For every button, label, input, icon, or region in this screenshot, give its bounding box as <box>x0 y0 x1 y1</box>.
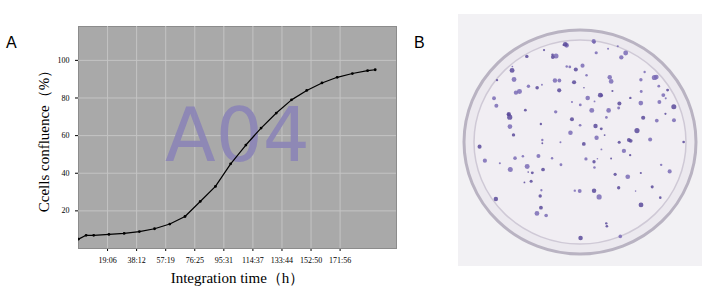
svg-text:171:56: 171:56 <box>329 256 351 265</box>
svg-text:133:44: 133:44 <box>271 256 293 265</box>
svg-text:152:50: 152:50 <box>300 256 322 265</box>
svg-text:100: 100 <box>58 56 70 65</box>
svg-text:114:37: 114:37 <box>242 256 264 265</box>
svg-text:95:31: 95:31 <box>215 256 233 265</box>
svg-text:57:19: 57:19 <box>157 256 175 265</box>
html-text:B: B <box>414 34 425 51</box>
svg-text:19:06: 19:06 <box>98 256 116 265</box>
svg-text:38:12: 38:12 <box>128 256 146 265</box>
html-text:A: A <box>6 34 17 51</box>
svg-text:60: 60 <box>62 131 70 140</box>
svg-text:Integration time（h）: Integration time（h） <box>171 270 305 286</box>
svg-text:20: 20 <box>62 206 70 215</box>
svg-text:40: 40 <box>62 169 70 178</box>
svg-text:80: 80 <box>62 94 70 103</box>
svg-text:Ccells confluence（%）: Ccells confluence（%） <box>36 63 52 213</box>
svg-text:A04: A04 <box>165 92 310 178</box>
svg-text:76:25: 76:25 <box>186 256 204 265</box>
